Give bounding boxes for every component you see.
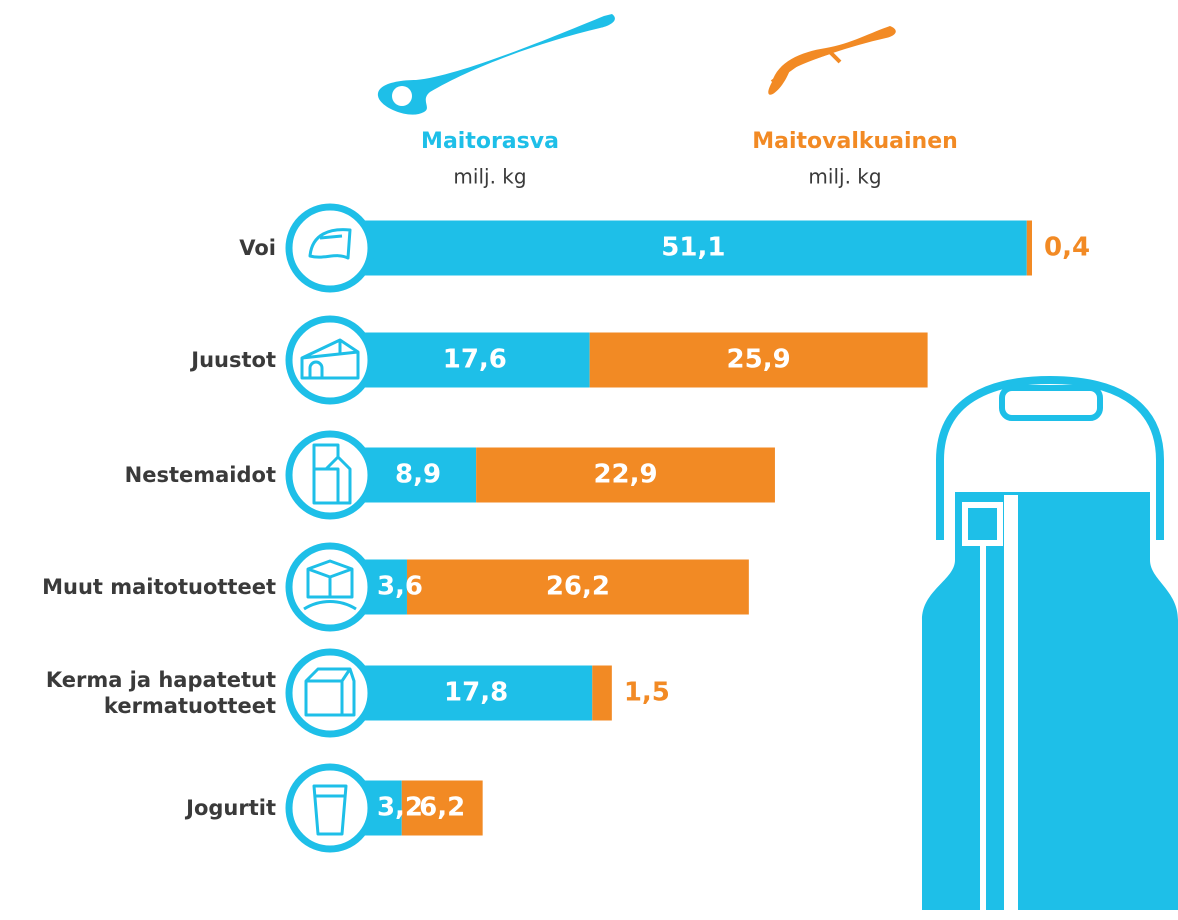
protein-spoon-icon [768,26,896,95]
value-label: 25,9 [727,345,791,375]
category-icon [300,338,360,380]
category-icon [312,784,348,836]
category-label: Nestemaidot [124,463,276,487]
category-label: Kerma ja hapatetut kermatuotteet [45,668,276,718]
legend-unit: milj. kg [808,165,881,189]
category-icon [304,667,356,717]
value-label: 51,1 [661,233,725,263]
value-label: 22,9 [593,460,657,490]
value-label: 17,8 [444,678,508,708]
value-label: 0,4 [1044,233,1090,263]
bar-segment [406,559,749,615]
category-icon-ring [285,763,375,853]
bar-segment [401,780,483,836]
bar-segment [592,665,612,721]
value-label: 3,6 [377,572,423,602]
milk-can-illustration [922,375,1178,910]
value-label: 1,5 [624,678,670,708]
category-icon [303,559,357,611]
bar-segment [360,220,1027,276]
legend-unit: milj. kg [453,165,526,189]
bar-segment [360,332,590,388]
legend-label: Maitovalkuainen [752,129,958,154]
value-label: 17,6 [443,345,507,375]
category-label: Voi [239,236,276,260]
category-icon [308,228,352,260]
legend-label: Maitorasva [421,129,559,154]
bar-segment [360,447,477,503]
category-label: Muut maitotuotteet [42,575,276,599]
category-label: Juustot [191,348,276,372]
bar-segment [360,665,593,721]
category-icon [312,443,352,505]
value-label: 3,2 [377,793,423,823]
value-label: 8,9 [395,460,441,490]
bar-segment [476,447,775,503]
value-label: 26,2 [546,572,610,602]
bar-segment [589,332,928,388]
category-icon-ring [285,315,375,405]
category-icon-ring [285,648,375,738]
fat-spoon-icon [377,14,615,115]
value-label: 6,2 [419,793,465,823]
bar-segment [1026,220,1032,276]
category-icon-ring [285,203,375,293]
category-label: Jogurtit [186,796,276,820]
